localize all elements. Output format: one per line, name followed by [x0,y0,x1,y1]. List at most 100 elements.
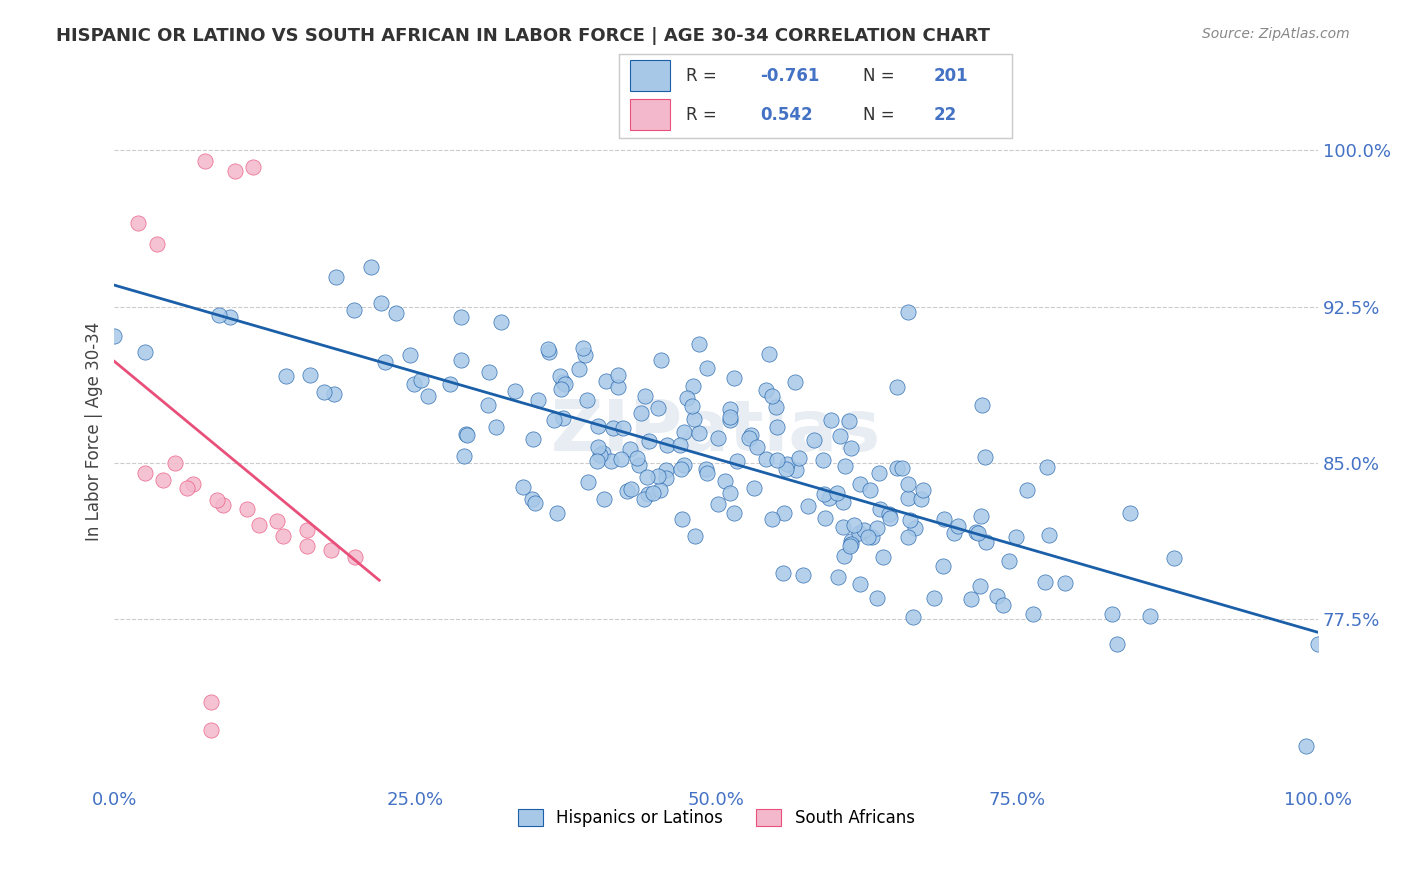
South Africans [242,160,264,174]
Hispanics or Latinos [897,530,920,544]
Hispanics or Latinos [1101,607,1123,621]
Hispanics or Latinos [831,520,853,534]
Hispanics or Latinos [633,492,655,507]
Hispanics or Latinos [707,497,730,511]
Hispanics or Latinos [550,383,572,397]
Hispanics or Latinos [848,526,870,541]
Hispanics or Latinos [655,462,678,476]
Hispanics or Latinos [537,344,560,359]
Y-axis label: In Labor Force | Age 30-34: In Labor Force | Age 30-34 [86,322,103,541]
Hispanics or Latinos [208,308,231,322]
Hispanics or Latinos [834,458,856,473]
Hispanics or Latinos [370,296,392,310]
Hispanics or Latinos [600,453,623,467]
Hispanics or Latinos [548,368,571,383]
Hispanics or Latinos [707,431,730,445]
Hispanics or Latinos [543,413,565,427]
Hispanics or Latinos [744,481,766,495]
Hispanics or Latinos [650,353,672,368]
Text: HISPANIC OR LATINO VS SOUTH AFRICAN IN LABOR FORCE | AGE 30-34 CORRELATION CHART: HISPANIC OR LATINO VS SOUTH AFRICAN IN L… [56,27,990,45]
Hispanics or Latinos [527,393,550,408]
Hispanics or Latinos [813,452,835,467]
Hispanics or Latinos [960,592,983,607]
South Africans [266,514,288,528]
Hispanics or Latinos [491,315,513,329]
Hispanics or Latinos [609,451,631,466]
Hispanics or Latinos [1017,483,1039,497]
Hispanics or Latinos [551,411,574,425]
Hispanics or Latinos [647,469,669,483]
Hispanics or Latinos [586,454,609,468]
Hispanics or Latinos [314,384,336,399]
Hispanics or Latinos [1118,506,1140,520]
Hispanics or Latinos [969,579,991,593]
South Africans [236,501,259,516]
Hispanics or Latinos [866,591,889,605]
South Africans [295,523,318,537]
Hispanics or Latinos [832,495,855,509]
Hispanics or Latinos [976,535,998,549]
Hispanics or Latinos [839,533,862,548]
Hispanics or Latinos [792,567,814,582]
South Africans [271,529,294,543]
Hispanics or Latinos [456,427,478,442]
Hispanics or Latinos [897,477,920,491]
Hispanics or Latinos [872,549,894,564]
Hispanics or Latinos [672,425,695,440]
South Africans [200,696,222,710]
Hispanics or Latinos [576,475,599,489]
Hispanics or Latinos [374,355,396,369]
South Africans [200,723,222,737]
Hispanics or Latinos [671,461,693,475]
Hispanics or Latinos [1308,637,1330,651]
Hispanics or Latinos [450,353,472,368]
South Africans [134,467,156,481]
Hispanics or Latinos [897,491,920,505]
Hispanics or Latinos [718,413,741,427]
Hispanics or Latinos [886,461,908,475]
Hispanics or Latinos [607,380,630,394]
Hispanics or Latinos [626,451,648,466]
Hispanics or Latinos [765,452,787,467]
Text: -0.761: -0.761 [761,67,820,85]
Hispanics or Latinos [522,432,544,446]
Hispanics or Latinos [551,375,574,389]
Text: R =: R = [686,105,721,123]
Hispanics or Latinos [298,368,321,382]
South Africans [205,493,228,508]
Hispanics or Latinos [537,343,560,357]
Hispanics or Latinos [738,431,761,445]
Hispanics or Latinos [965,525,987,540]
Hispanics or Latinos [818,491,841,506]
Hispanics or Latinos [860,530,883,544]
Hispanics or Latinos [595,374,617,388]
Hispanics or Latinos [683,529,706,543]
Hispanics or Latinos [839,442,862,456]
Hispanics or Latinos [849,477,872,491]
Hispanics or Latinos [723,506,745,520]
Hispanics or Latinos [576,393,599,408]
Hispanics or Latinos [890,461,912,475]
Hispanics or Latinos [1163,550,1185,565]
Hispanics or Latinos [832,549,855,563]
Hispanics or Latinos [477,398,499,412]
Hispanics or Latinos [688,337,710,351]
Hispanics or Latinos [450,310,472,325]
Hispanics or Latinos [740,428,762,442]
Hispanics or Latinos [879,511,901,525]
Hispanics or Latinos [852,523,875,537]
Hispanics or Latinos [932,559,955,574]
Hispanics or Latinos [554,376,576,391]
Hispanics or Latinos [827,569,849,583]
Hispanics or Latinos [520,491,543,506]
Hispanics or Latinos [589,448,612,462]
Hispanics or Latinos [593,491,616,506]
Hispanics or Latinos [512,480,534,494]
Hispanics or Latinos [1038,528,1060,542]
Hispanics or Latinos [898,513,921,527]
Hispanics or Latinos [993,598,1015,612]
South Africans [194,153,217,168]
Hispanics or Latinos [637,434,659,449]
South Africans [319,543,342,558]
Hispanics or Latinos [1033,575,1056,590]
